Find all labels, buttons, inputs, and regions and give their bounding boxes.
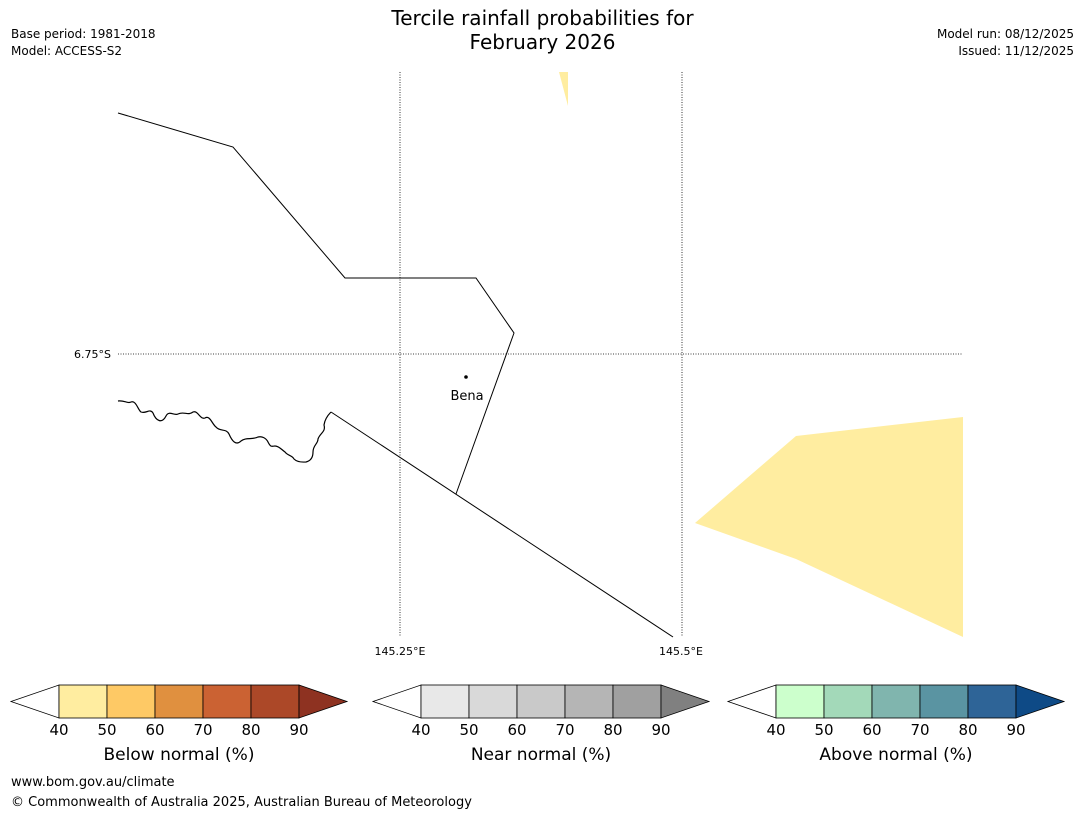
near-segment-0 bbox=[420, 684, 470, 719]
below-segment-4 bbox=[250, 684, 300, 719]
below-tick-label: 40 bbox=[49, 721, 68, 739]
near-segment-3 bbox=[564, 684, 614, 719]
above-tick-label: 60 bbox=[862, 721, 881, 739]
below-tick-label: 60 bbox=[145, 721, 164, 739]
below-tick-label: 70 bbox=[193, 721, 212, 739]
legend-title-below: Below normal (%) bbox=[103, 745, 255, 765]
run-info: Model run: 08/12/2025 Issued: 11/12/2025 bbox=[937, 26, 1074, 60]
above-segment-3 bbox=[919, 684, 969, 719]
base-period: Base period: 1981-2018 bbox=[11, 27, 156, 41]
river-line bbox=[117, 400, 332, 463]
below-tick-label: 50 bbox=[97, 721, 116, 739]
near-arrow-low bbox=[371, 684, 422, 719]
near-segment-1 bbox=[468, 684, 518, 719]
above-arrow-low bbox=[726, 684, 777, 719]
lat-label: 6.75°S bbox=[74, 348, 111, 361]
above-segment-0 bbox=[775, 684, 825, 719]
above-segment-2 bbox=[871, 684, 921, 719]
below-segment-2 bbox=[154, 684, 204, 719]
below-tick-label: 80 bbox=[241, 721, 260, 739]
below-arrow-high bbox=[298, 684, 349, 719]
district-boundary-south bbox=[330, 411, 674, 638]
above-segment-4 bbox=[967, 684, 1017, 719]
title-line-2: February 2026 bbox=[469, 30, 616, 54]
near-tick-label: 80 bbox=[603, 721, 622, 739]
above-segment-1 bbox=[823, 684, 873, 719]
footer-copyright: © Commonwealth of Australia 2025, Austra… bbox=[11, 795, 472, 810]
near-tick-label: 50 bbox=[459, 721, 478, 739]
above-tick-label: 90 bbox=[1006, 721, 1025, 739]
below-tick-label: 90 bbox=[289, 721, 308, 739]
bena-label: Bena bbox=[450, 389, 483, 404]
lon-label-2: 145.5°E bbox=[659, 645, 703, 658]
near-tick-label: 60 bbox=[507, 721, 526, 739]
below-arrow-low bbox=[9, 684, 60, 719]
footer-url: www.bom.gov.au/climate bbox=[11, 775, 175, 790]
near-tick-label: 90 bbox=[651, 721, 670, 739]
below-segment-1 bbox=[106, 684, 156, 719]
lon-label-1: 145.25°E bbox=[375, 645, 426, 658]
near-segment-2 bbox=[516, 684, 566, 719]
map-title: Tercile rainfall probabilities for Febru… bbox=[0, 6, 1085, 54]
title-line-1: Tercile rainfall probabilities for bbox=[391, 6, 694, 30]
base-info: Base period: 1981-2018 Model: ACCESS-S2 bbox=[11, 26, 156, 60]
below-segment-3 bbox=[202, 684, 252, 719]
near-tick-label: 70 bbox=[555, 721, 574, 739]
above-tick-label: 50 bbox=[814, 721, 833, 739]
district-boundary-north bbox=[117, 112, 515, 495]
legend-title-above: Above normal (%) bbox=[819, 745, 973, 765]
model-name: Model: ACCESS-S2 bbox=[11, 44, 123, 58]
legend-title-near: Near normal (%) bbox=[470, 745, 612, 765]
below-normal-area-east bbox=[695, 417, 963, 637]
below-segment-0 bbox=[58, 684, 108, 719]
near-segment-4 bbox=[612, 684, 662, 719]
bena-marker bbox=[464, 375, 468, 379]
model-run: Model run: 08/12/2025 bbox=[936, 27, 1074, 41]
issued-date: Issued: 11/12/2025 bbox=[958, 44, 1074, 58]
above-tick-label: 70 bbox=[910, 721, 929, 739]
above-tick-label: 80 bbox=[958, 721, 977, 739]
colorbar-below-normal: 40 50 60 70 80 90 bbox=[9, 684, 349, 739]
above-tick-label: 40 bbox=[766, 721, 785, 739]
colorbar-above-normal: 40 50 60 70 80 90 bbox=[726, 684, 1066, 739]
near-tick-label: 40 bbox=[411, 721, 430, 739]
colorbar-near-normal: 40 50 60 70 80 90 bbox=[371, 684, 711, 739]
below-normal-area-top bbox=[559, 72, 568, 106]
near-arrow-high bbox=[660, 684, 711, 719]
above-arrow-high bbox=[1015, 684, 1066, 719]
